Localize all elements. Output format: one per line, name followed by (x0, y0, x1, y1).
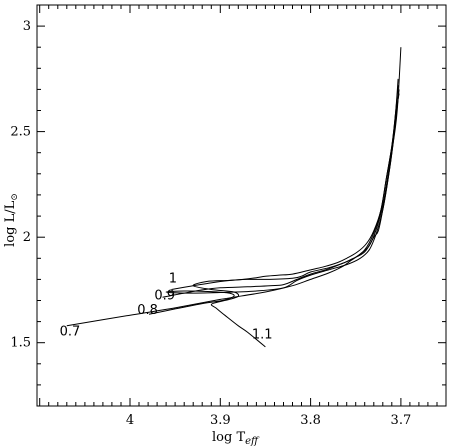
mass-labels: 10.90.8 0.7 1.1 (60, 272, 273, 343)
x-tick-label: 3.8 (300, 413, 321, 428)
y-tick-label: 2 (23, 230, 31, 245)
plot-frame (36, 4, 447, 407)
track-0-7 (66, 93, 400, 327)
axis-ticks (37, 4, 447, 407)
track-1-1 (192, 47, 402, 348)
y-axis-label: log L/L⊙ (3, 193, 20, 247)
y-tick-label: 1.5 (10, 336, 31, 351)
x-axis-label-subscript: eff (245, 436, 260, 447)
x-axis-label: log Teff (212, 430, 260, 447)
x-tick-label: 3.7 (391, 413, 412, 428)
y-tick-label: 3 (23, 19, 31, 34)
mass-label: 1 (169, 272, 177, 287)
evolution-tracks (66, 47, 402, 348)
y-axis-label-subscript: ⊙ (10, 193, 20, 201)
axis-tick-labels: 4 3.9 3.8 3.7 1.5 2 2.5 3 (10, 19, 411, 428)
mass-label: 0.8 (137, 303, 158, 318)
y-tick-label: 2.5 (10, 125, 31, 140)
x-tick-label: 4 (126, 413, 134, 428)
mass-label: 0.9 (154, 288, 175, 303)
mass-label: 0.7 (60, 324, 81, 339)
track-0-9 (162, 85, 399, 298)
mass-label: 1.1 (252, 328, 273, 343)
track-1 (171, 78, 399, 290)
x-tick-label: 3.9 (210, 413, 231, 428)
track-0-8 (148, 89, 400, 315)
